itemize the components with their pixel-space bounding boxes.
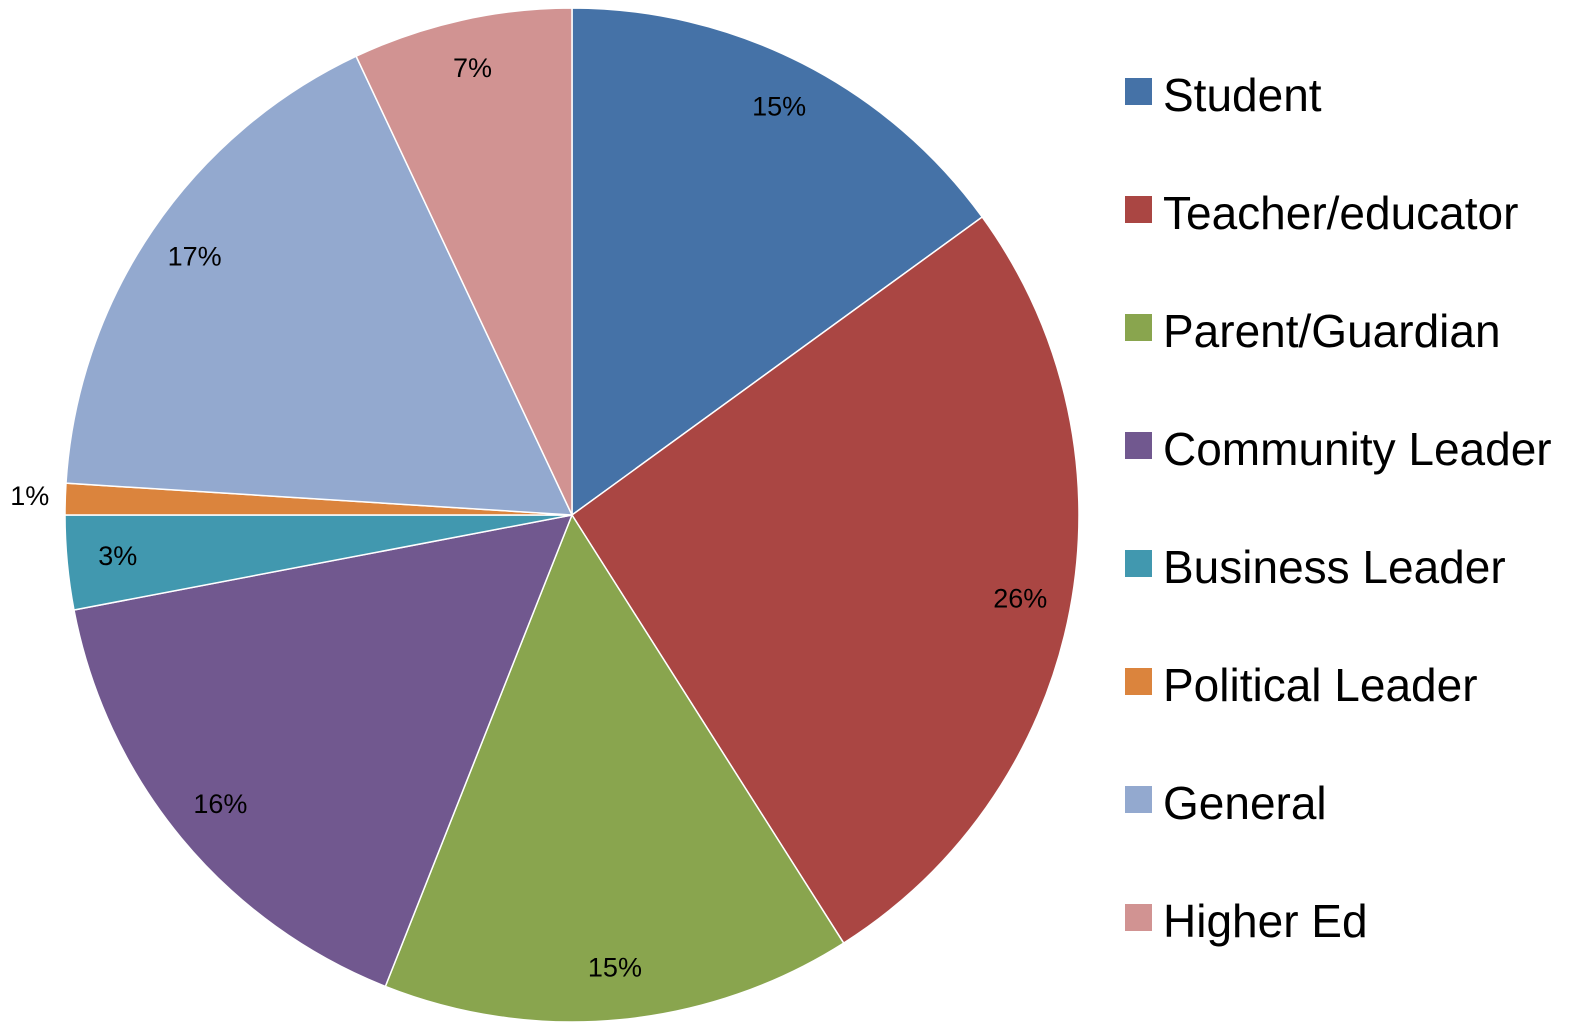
legend-swatch (1125, 314, 1152, 341)
pie-slice (570, 215, 1080, 945)
data-label: 15% (588, 952, 642, 982)
legend-label: Higher Ed (1163, 895, 1368, 947)
legend-swatch (1125, 786, 1152, 813)
legend-label: Parent/Guardian (1163, 305, 1501, 357)
legend-entry: Teacher/educator (1125, 184, 1563, 242)
data-label: 17% (168, 242, 222, 272)
legend-swatch (1125, 196, 1152, 223)
legend-swatch (1125, 550, 1152, 577)
data-label: 26% (993, 584, 1047, 614)
data-label: 7% (453, 53, 492, 83)
legend-label: Business Leader (1163, 541, 1506, 593)
legend-label: Student (1163, 69, 1322, 121)
legend-entry: Community Leader (1125, 420, 1563, 478)
legend-swatch (1125, 904, 1152, 931)
pie-slice (355, 7, 573, 516)
legend-swatch (1125, 432, 1152, 459)
pie-slice (384, 513, 845, 1023)
data-label: 1% (10, 481, 49, 511)
data-label: 16% (193, 789, 247, 819)
legend-swatch (1125, 78, 1152, 105)
pie-slice (571, 7, 984, 517)
legend-label: General (1163, 777, 1327, 829)
data-label: 15% (752, 92, 806, 122)
legend-entry: General (1125, 774, 1563, 832)
legend-swatch (1125, 668, 1152, 695)
legend-entry: Business Leader (1125, 538, 1563, 596)
legend-label: Community Leader (1163, 423, 1552, 475)
pie-slice (65, 55, 574, 516)
pie-slice (73, 514, 574, 988)
legend-entry: Student (1125, 66, 1563, 124)
legend-entry: Higher Ed (1125, 892, 1563, 950)
legend-entry: Political Leader (1125, 656, 1563, 714)
legend-label: Teacher/educator (1163, 187, 1519, 239)
data-label: 3% (98, 541, 137, 571)
legend-label: Political Leader (1163, 659, 1478, 711)
legend-entry: Parent/Guardian (1125, 302, 1563, 360)
